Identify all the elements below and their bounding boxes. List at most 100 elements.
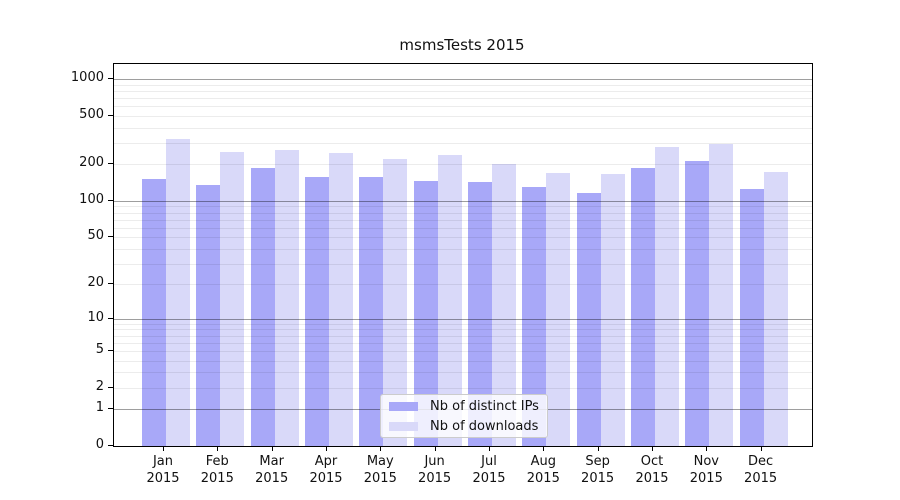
- x-tick-mark-jan: [163, 446, 164, 451]
- legend-item-downloads: Nb of downloads: [389, 419, 539, 434]
- bar-distinct-ips-sep: [576, 192, 601, 446]
- y-tick-label-2: 2: [95, 378, 104, 394]
- y-tick-mark-20: [108, 283, 113, 285]
- x-tick-mark-feb: [217, 446, 219, 451]
- x-tick-label-jun: Jun 2015: [418, 454, 452, 486]
- x-tick-mark-oct: [652, 446, 653, 451]
- y-tick-mark-5: [108, 349, 113, 351]
- y-tick-label-1: 1: [95, 400, 104, 416]
- legend-label-downloads: Nb of downloads: [430, 418, 539, 434]
- bar-downloads-feb: [220, 152, 245, 446]
- legend: Nb of distinct IPs Nb of downloads: [380, 394, 548, 438]
- x-tick-label-jan: Jan 2015: [146, 454, 180, 486]
- minor-gridline-9: [114, 323, 812, 325]
- minor-gridline-50: [114, 237, 812, 239]
- y-tick-mark-100: [108, 199, 113, 201]
- bar-downloads-sep: [600, 174, 625, 446]
- y-tick-label-200: 200: [79, 155, 104, 171]
- minor-gridline-300: [114, 142, 812, 144]
- chart-title: msmsTests 2015: [399, 36, 525, 54]
- x-tick-label-nov: Nov 2015: [689, 454, 723, 486]
- y-tick-mark-10: [108, 317, 113, 319]
- bar-distinct-ips-nov: [685, 161, 710, 446]
- minor-gridline-90: [114, 206, 812, 208]
- plot-area: Nb of distinct IPs Nb of downloads: [113, 63, 813, 447]
- x-tick-mark-jul: [489, 446, 490, 451]
- bar-distinct-ips-jan: [142, 178, 166, 446]
- minor-gridline-4: [114, 360, 812, 362]
- minor-gridline-30: [114, 263, 812, 265]
- bar-downloads-nov: [709, 144, 734, 446]
- x-tick-label-feb: Feb 2015: [200, 454, 234, 486]
- major-gridline-1000: [114, 79, 812, 80]
- bar-distinct-ips-dec: [739, 189, 764, 446]
- y-tick-label-1000: 1000: [70, 70, 104, 85]
- y-tick-mark-200: [108, 163, 113, 165]
- minor-gridline-7: [114, 335, 812, 337]
- bar-downloads-jan: [166, 138, 190, 446]
- legend-swatch-downloads-icon: [389, 421, 418, 431]
- major-gridline-100: [114, 200, 812, 202]
- x-tick-label-apr: Apr 2015: [309, 454, 343, 486]
- minor-gridline-700: [114, 97, 812, 99]
- y-tick-label-0: 0: [95, 437, 104, 452]
- bar-distinct-ips-oct: [631, 168, 655, 446]
- x-tick-mark-apr: [326, 446, 327, 451]
- bar-distinct-ips-mar: [250, 167, 275, 446]
- minor-gridline-500: [114, 115, 812, 117]
- bar-distinct-ips-may: [359, 177, 384, 446]
- minor-gridline-80: [114, 212, 812, 214]
- y-tick-mark-50: [108, 236, 113, 238]
- y-tick-mark-500: [108, 114, 113, 116]
- bar-downloads-apr: [329, 152, 353, 446]
- minor-gridline-40: [114, 248, 812, 250]
- x-tick-mark-jun: [434, 446, 436, 451]
- x-tick-label-jul: Jul 2015: [472, 454, 506, 486]
- minor-gridline-20: [114, 284, 812, 286]
- minor-gridline-400: [114, 127, 812, 129]
- x-tick-label-sep: Sep 2015: [581, 454, 615, 486]
- x-tick-label-may: May 2015: [363, 454, 397, 486]
- minor-gridline-600: [114, 106, 812, 108]
- y-tick-label-500: 500: [79, 106, 104, 122]
- x-tick-label-dec: Dec 2015: [744, 454, 778, 486]
- y-tick-label-5: 5: [95, 341, 104, 357]
- minor-gridline-5: [114, 350, 812, 352]
- y-tick-label-50: 50: [87, 228, 104, 244]
- x-tick-mark-nov: [706, 446, 708, 451]
- minor-gridline-8: [114, 329, 812, 331]
- bar-downloads-aug: [546, 172, 571, 446]
- y-tick-label-100: 100: [79, 191, 104, 207]
- y-tick-mark-1000: [108, 78, 113, 79]
- x-tick-mark-aug: [543, 446, 545, 451]
- y-tick-mark-2: [108, 386, 113, 388]
- y-tick-label-20: 20: [87, 275, 104, 291]
- x-tick-mark-dec: [760, 446, 762, 451]
- legend-swatch-distinct-ips-icon: [389, 401, 418, 411]
- bar-downloads-mar: [274, 150, 299, 446]
- minor-gridline-2: [114, 387, 812, 389]
- x-tick-label-mar: Mar 2015: [255, 454, 289, 486]
- x-tick-mark-mar: [271, 446, 273, 451]
- y-tick-mark-0: [108, 445, 113, 446]
- minor-gridline-200: [114, 164, 812, 166]
- bar-distinct-ips-apr: [305, 176, 329, 446]
- bar-downloads-oct: [655, 147, 679, 446]
- minor-gridline-800: [114, 90, 812, 92]
- legend-label-distinct-ips: Nb of distinct IPs: [430, 398, 539, 414]
- x-tick-label-aug: Aug 2015: [526, 454, 560, 486]
- y-tick-mark-1: [108, 408, 113, 410]
- minor-gridline-6: [114, 342, 812, 344]
- minor-gridline-60: [114, 227, 812, 229]
- minor-gridline-70: [114, 219, 812, 221]
- bar-downloads-dec: [763, 171, 788, 446]
- legend-item-distinct-ips: Nb of distinct IPs: [389, 399, 539, 414]
- bar-distinct-ips-feb: [196, 185, 221, 446]
- x-tick-label-oct: Oct 2015: [635, 454, 669, 486]
- minor-gridline-3: [114, 372, 812, 374]
- x-tick-mark-sep: [597, 446, 599, 451]
- minor-gridline-900: [114, 84, 812, 86]
- y-tick-label-10: 10: [87, 309, 104, 325]
- major-gridline-10: [114, 318, 812, 320]
